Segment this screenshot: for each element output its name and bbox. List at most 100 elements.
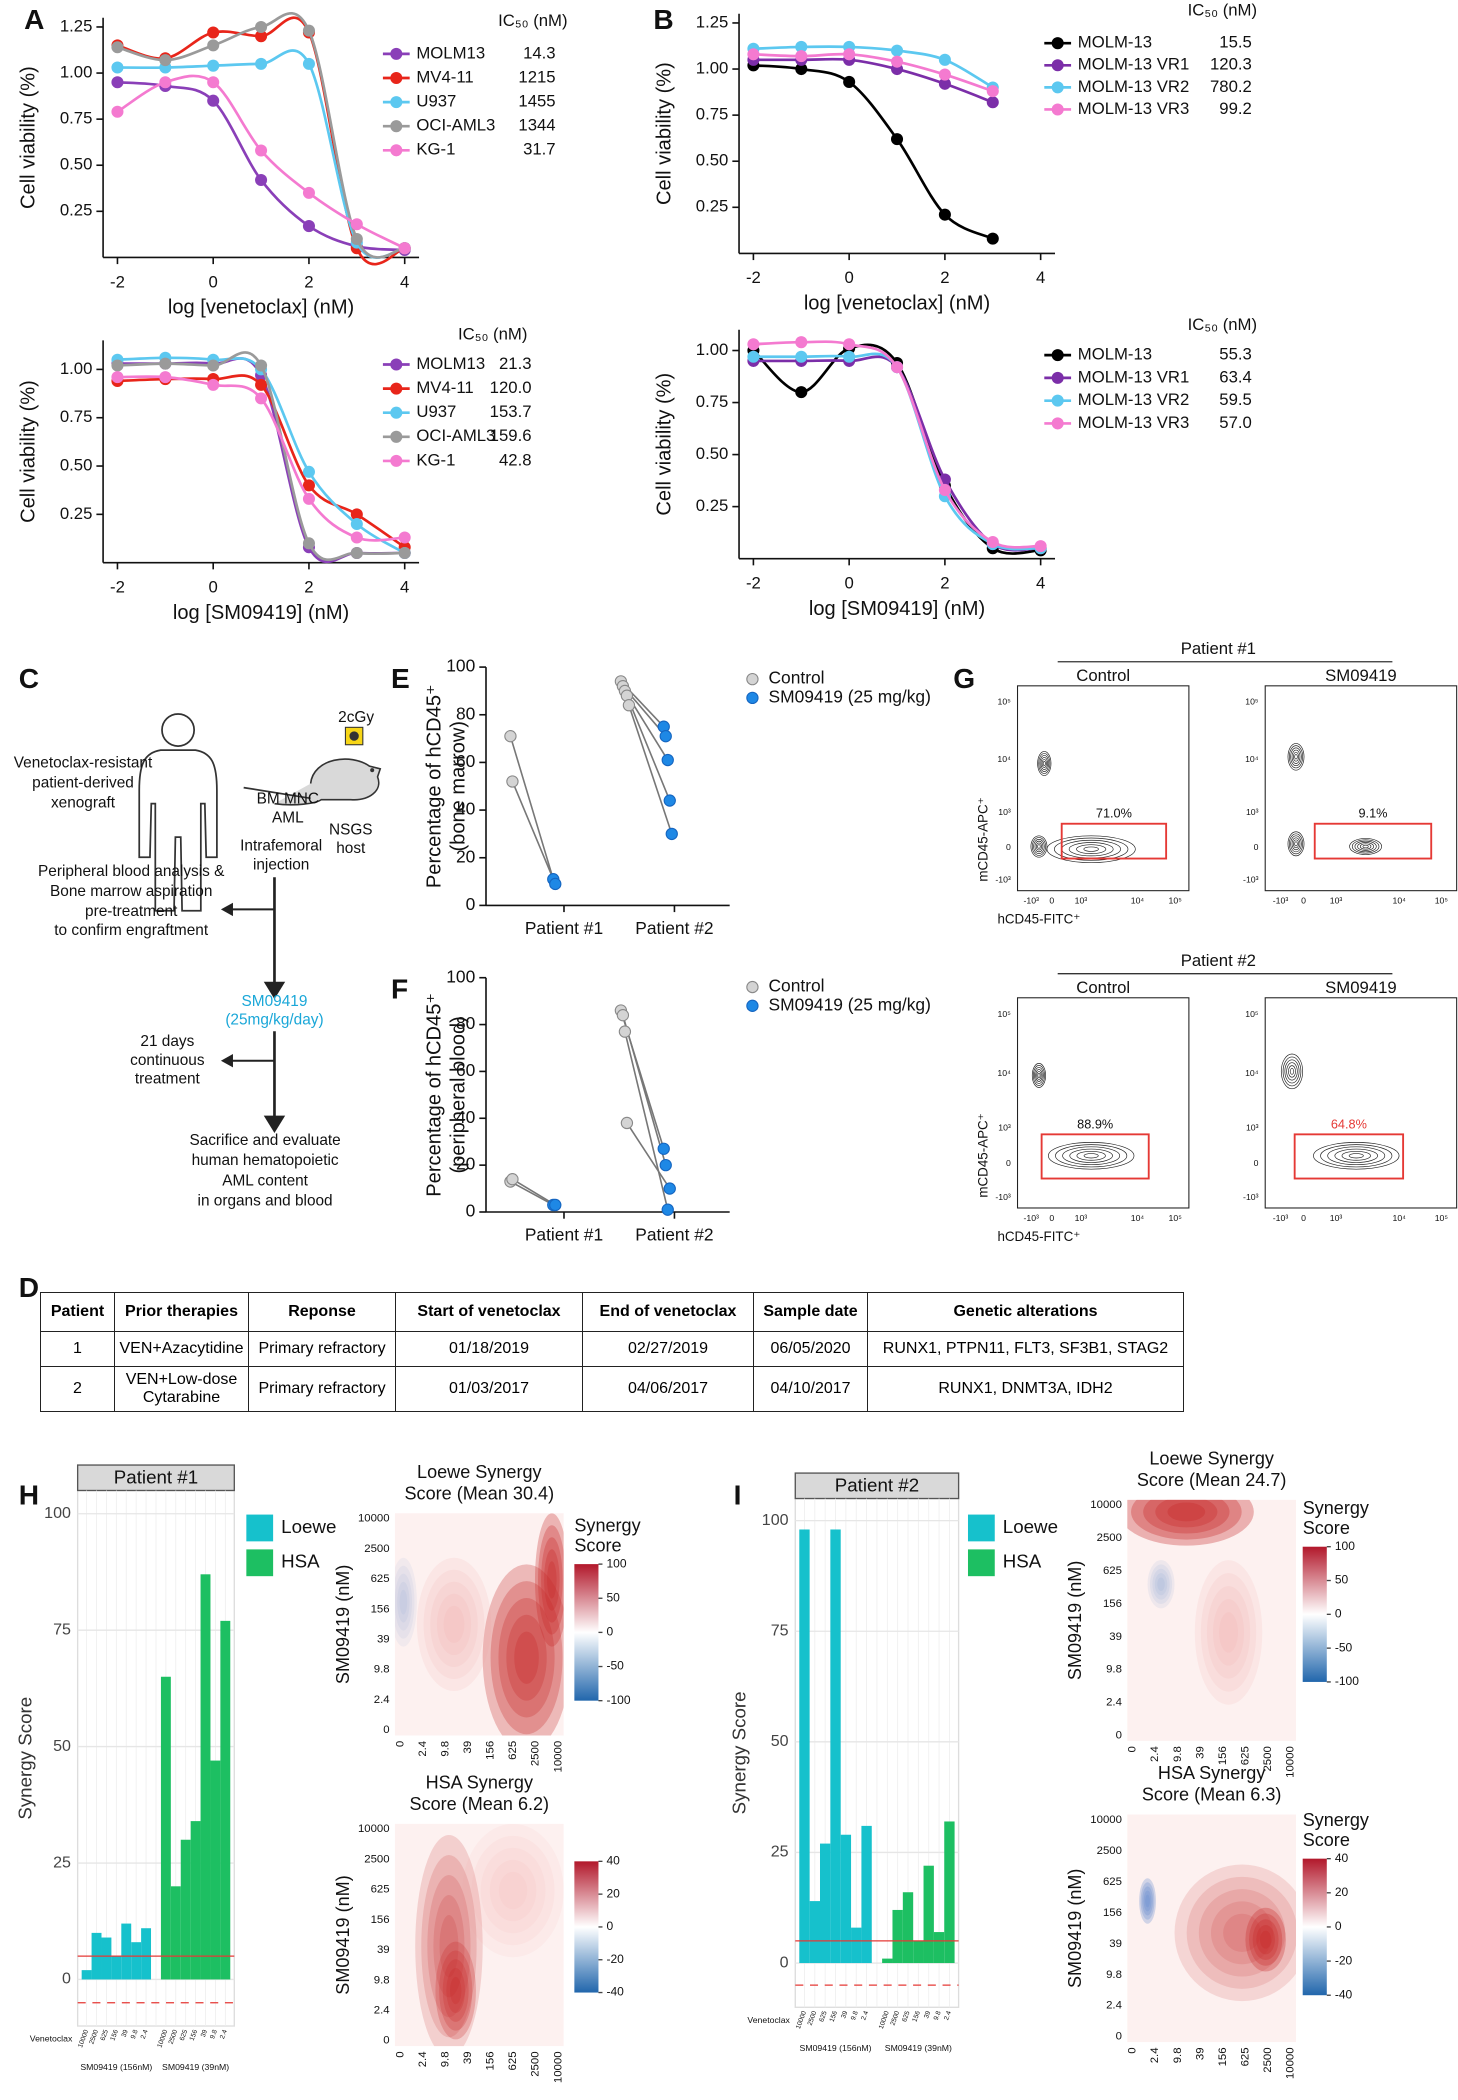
diagram-label: host [336,840,366,857]
x-axis-label: log [SM09419] (nM) [173,602,349,624]
contour-band [1223,1913,1261,1952]
y-tick-label: 0 [1116,2031,1122,2043]
x-tick-label: 10⁵ [1169,1213,1183,1223]
diagram-label: AML [272,809,304,826]
x-tick-label: 10000 [1285,2047,1297,2079]
data-point [111,76,124,89]
y-tick-label: 2.4 [374,1694,390,1706]
curve [753,355,1041,552]
x-axis-label: log [venetoclax] (nM) [804,293,990,315]
ic50-label: 21.3 [499,354,532,373]
contour-band [450,1976,462,2005]
ic50-label: 153.7 [490,402,532,421]
y-tick-label: 0 [466,894,476,914]
syringe [243,786,311,800]
contour-band [1139,1878,1156,1924]
x-tick-label: Patient #1 [525,918,603,938]
x-tick-label: 156 [1217,1746,1229,1765]
gate [1040,1133,1150,1180]
bar [851,1927,862,1964]
contour [1036,1071,1042,1080]
bar [111,1956,122,1980]
ic50-label: 59.5 [1219,390,1252,409]
contour [1287,831,1305,857]
data-point [795,40,808,53]
x-tick-label: 10⁵ [1435,1213,1449,1223]
x-tick-label: 2.4 [219,2029,229,2040]
flow-plot [1016,997,1190,1209]
data-point [302,492,315,505]
legend-label: MV4-11 [416,67,473,86]
y-tick-label: 0 [383,1724,389,1736]
y-tick-label: 10³ [1246,1122,1259,1132]
contour [1327,1146,1386,1166]
y-tick-label: 0.75 [696,392,729,411]
contour-band [498,1871,528,1910]
x-tick-label: 39 [462,2051,474,2064]
contour [1349,838,1383,855]
y-tick-label: 39 [1109,1631,1122,1643]
y-axis-label: Cell viability (%) [18,66,40,209]
data-point [207,59,220,72]
bar [180,1839,191,1980]
heatmap-title: Score (Mean 6.2) [410,1794,550,1814]
ic50-label: 780.2 [1210,77,1252,96]
colorbar [1302,1546,1327,1682]
x-tick-label: -10³ [1273,1213,1289,1223]
contour-band [394,1565,415,1639]
x-tick-label: 156 [911,2010,921,2023]
legend-label: HSA [281,1551,320,1572]
data-point [795,50,808,63]
x-tick-label: 39 [923,2010,932,2020]
colorbar-tick-label: 100 [1335,1539,1355,1553]
x-tick-label: 2500 [1262,1746,1274,1771]
pair-line [626,1122,671,1190]
x-tick-label: 156 [829,2010,839,2023]
colorbar-tick-label: 100 [606,1556,626,1570]
legend-label: MOLM-13 [1078,345,1152,364]
diagram-label: (25mg/kg/day) [225,1012,323,1029]
data-point [111,41,124,54]
y-tick-label: 10000 [358,1513,390,1525]
x-tick-label: 2.4 [1149,1746,1161,1762]
data-point [549,1198,562,1212]
data-point [891,361,904,374]
legend-label: Control [768,668,824,688]
strip-title: Patient #1 [114,1466,198,1487]
pair-line [511,781,557,885]
x-tick-label: 39 [462,1741,474,1754]
contour-band [1198,1889,1286,1977]
bar [160,1676,171,1980]
y-tick-label: 25 [53,1853,71,1871]
legend-label: MOLM-13 VR2 [1078,390,1190,409]
x-tick-label: 2 [940,268,949,287]
x-tick-label: 39 [840,2010,849,2020]
bar [141,1928,152,1980]
diagram-label: NSGS [329,821,373,838]
data-point [159,54,172,67]
data-point [938,77,951,90]
gate-percentage: 71.0% [1096,806,1132,821]
legend-marker [1051,59,1064,72]
x-tick-label: 0 [209,578,218,597]
contour [1354,840,1377,853]
x-tick-label: 156 [485,1741,497,1760]
legend-marker [390,430,403,443]
x-tick-label: 10000 [156,2029,169,2049]
flow-plot [1264,685,1458,892]
contour [1040,757,1048,770]
y-tick-label: 0.25 [60,201,93,220]
legend-header: IC₅₀ (nM) [1188,315,1257,334]
diagram-label: injection [253,856,309,873]
x-tick-label: 10³ [1075,1213,1088,1223]
header-cell: Start of venetoclax [395,1292,583,1332]
x-tick-label: 2.4 [943,2010,953,2021]
y-axis-label: Synergy Score [15,1697,36,1820]
row-label: Venetoclax [747,2015,790,2025]
legend-label: MV4-11 [416,378,473,397]
data-point [843,48,856,61]
x-axis-label: Venetoclax (nM) [1146,2098,1277,2100]
x-tick-label: -2 [110,272,125,291]
x-tick-label: 10000 [77,2029,90,2049]
contour [1030,835,1048,858]
